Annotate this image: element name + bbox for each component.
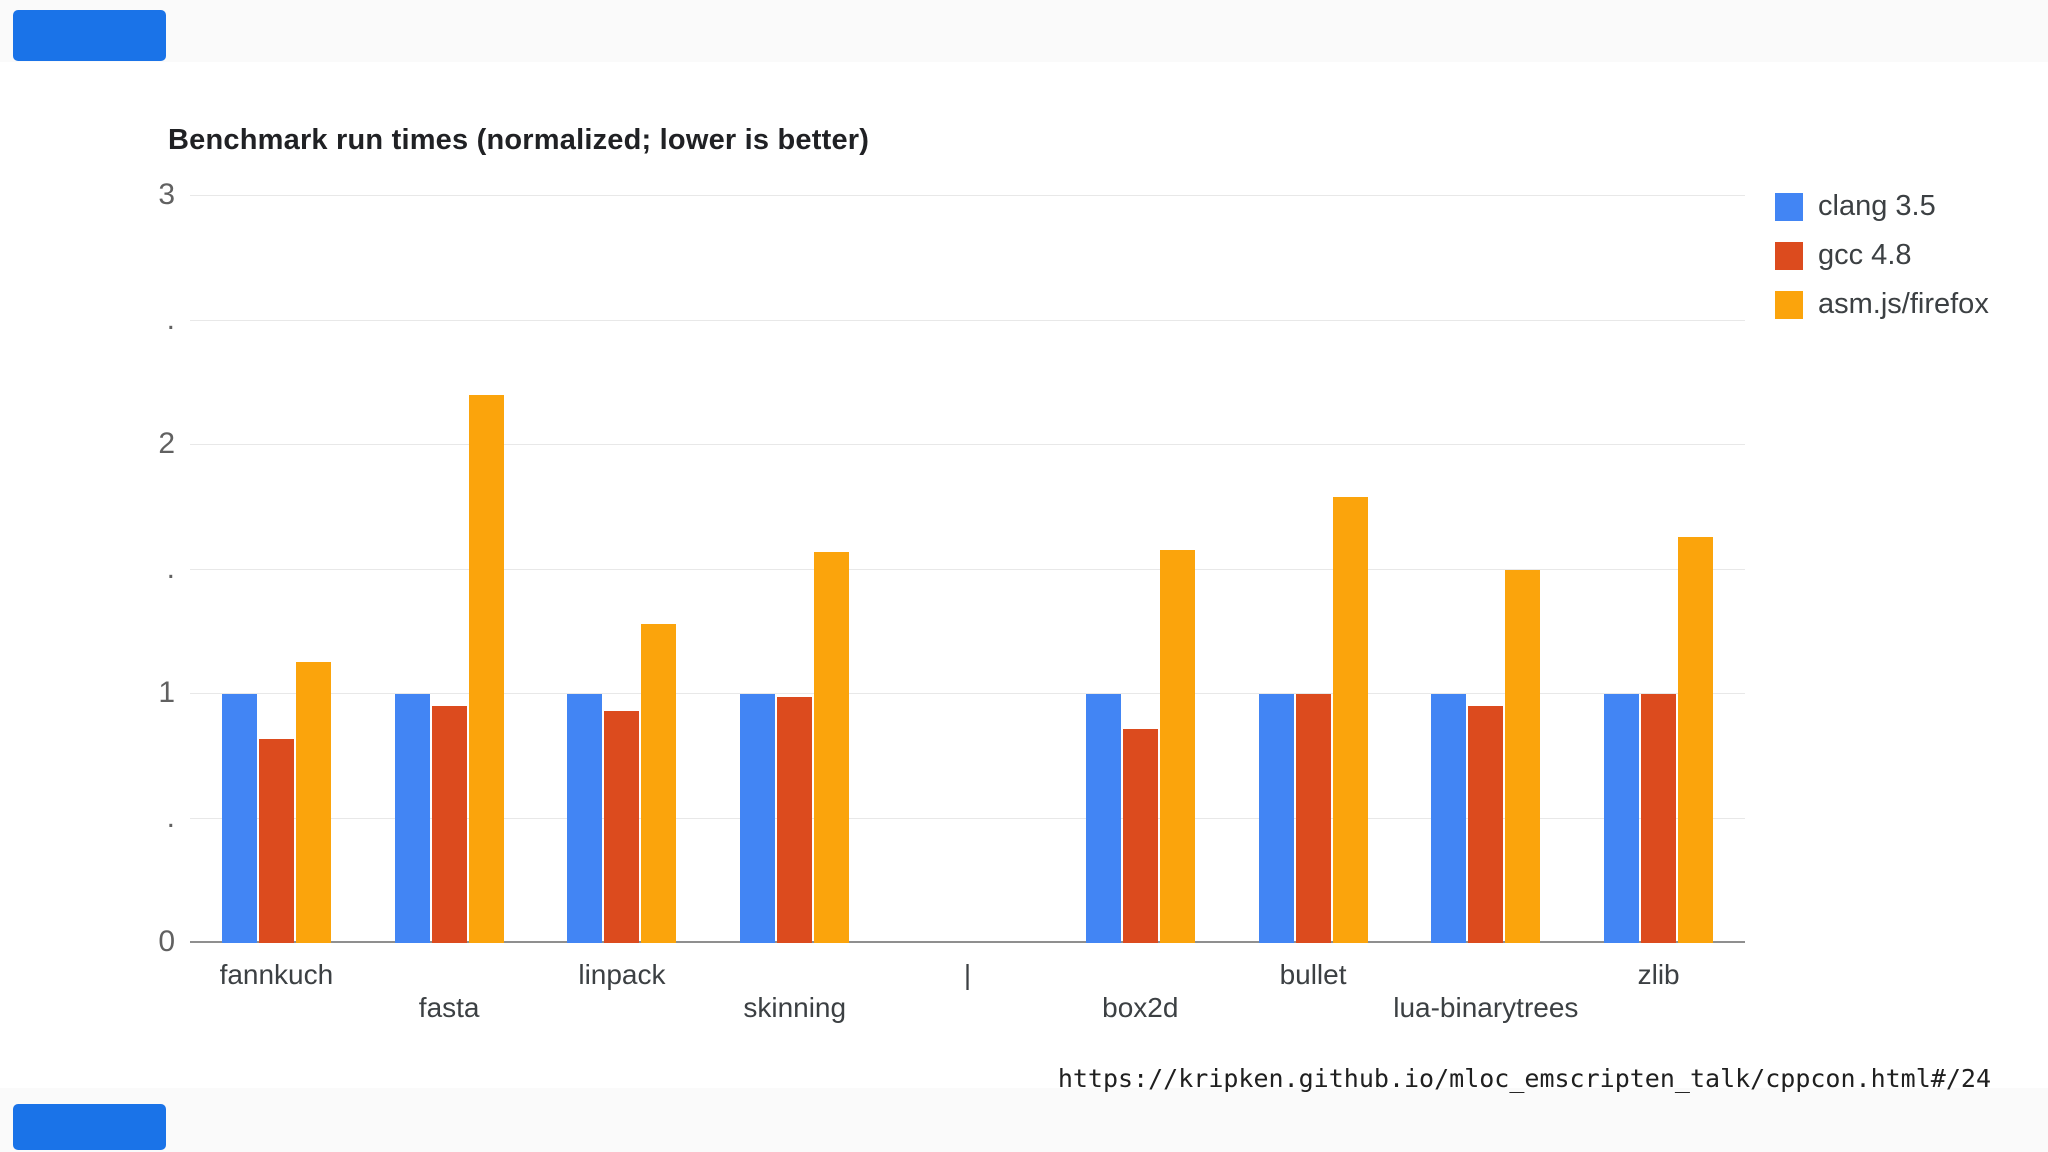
x-category-label: fasta — [418, 992, 480, 1023]
chart-legend: clang 3.5 gcc 4.8 asm.js/firefox — [1775, 190, 1989, 337]
bar-bullet-series-2 — [1332, 497, 1368, 943]
bar-fannkuch-series-0 — [221, 694, 257, 943]
bar-linpack-series-0 — [567, 694, 603, 943]
chart-title: Benchmark run times (normalized; lower i… — [168, 124, 870, 156]
bar-linpack-series-1 — [604, 711, 640, 943]
y-tick-label: . — [166, 302, 175, 336]
bar-fasta-series-2 — [468, 395, 504, 943]
y-tick-label: 3 — [158, 178, 175, 211]
bar-fasta-series-0 — [394, 694, 430, 943]
y-tick-label: 2 — [158, 427, 175, 460]
gridline — [190, 693, 1745, 694]
legend-item: asm.js/firefox — [1775, 288, 1989, 321]
bar-skinning-series-1 — [777, 696, 813, 943]
legend-label: asm.js/firefox — [1818, 288, 1989, 320]
gridline — [190, 195, 1745, 196]
bar-bullet-series-0 — [1258, 694, 1294, 943]
y-tick-label: 1 — [158, 676, 175, 709]
x-category-label: fannkuch — [219, 959, 334, 990]
legend-item: gcc 4.8 — [1775, 239, 1989, 272]
bar-box2d-series-0 — [1085, 694, 1121, 943]
bar-fasta-series-1 — [431, 706, 467, 943]
bar-zlib-series-1 — [1641, 694, 1677, 943]
y-tick-label: . — [166, 551, 175, 585]
x-category-label: zlib — [1637, 959, 1680, 990]
bar-luabinarytrees-series-2 — [1505, 569, 1541, 943]
bar-luabinarytrees-series-0 — [1431, 694, 1467, 943]
y-tick-label: . — [166, 800, 175, 834]
bar-skinning-series-2 — [814, 552, 850, 943]
x-category-label: lua-binarytrees — [1393, 992, 1579, 1023]
bar-box2d-series-1 — [1122, 728, 1158, 943]
x-category-label: bullet — [1279, 959, 1347, 990]
legend-swatch-icon — [1775, 290, 1803, 319]
source-url: https://kripken.github.io/mloc_emscripte… — [1057, 1064, 1991, 1093]
plot-area — [190, 195, 1745, 943]
legend-label: clang 3.5 — [1818, 190, 1936, 222]
gridline — [190, 817, 1745, 819]
legend-swatch-icon — [1775, 192, 1803, 221]
bar-box2d-series-2 — [1159, 549, 1195, 943]
legend-swatch-icon — [1775, 241, 1803, 270]
bar-skinning-series-0 — [740, 694, 776, 943]
gridline — [190, 319, 1745, 321]
x-category-label: box2d — [1102, 992, 1179, 1023]
bar-zlib-series-0 — [1604, 694, 1640, 943]
x-axis-baseline — [190, 941, 1745, 943]
bar-luabinarytrees-series-1 — [1468, 706, 1504, 943]
bar-linpack-series-2 — [641, 624, 677, 943]
x-category-label: skinning — [743, 992, 847, 1023]
bar-zlib-series-2 — [1678, 537, 1714, 943]
legend-label: gcc 4.8 — [1818, 239, 1912, 271]
x-category-label: | — [963, 959, 972, 990]
bar-fannkuch-series-1 — [258, 738, 294, 943]
gridline — [190, 444, 1745, 445]
slide-corner-marker-top — [13, 10, 166, 61]
x-category-label: linpack — [578, 959, 666, 990]
y-tick-label: 0 — [158, 925, 175, 958]
bar-fannkuch-series-2 — [295, 661, 331, 943]
gridline — [190, 568, 1745, 570]
bar-bullet-series-1 — [1295, 694, 1331, 943]
slide-corner-marker-bottom — [13, 1104, 166, 1150]
legend-item: clang 3.5 — [1775, 190, 1989, 223]
